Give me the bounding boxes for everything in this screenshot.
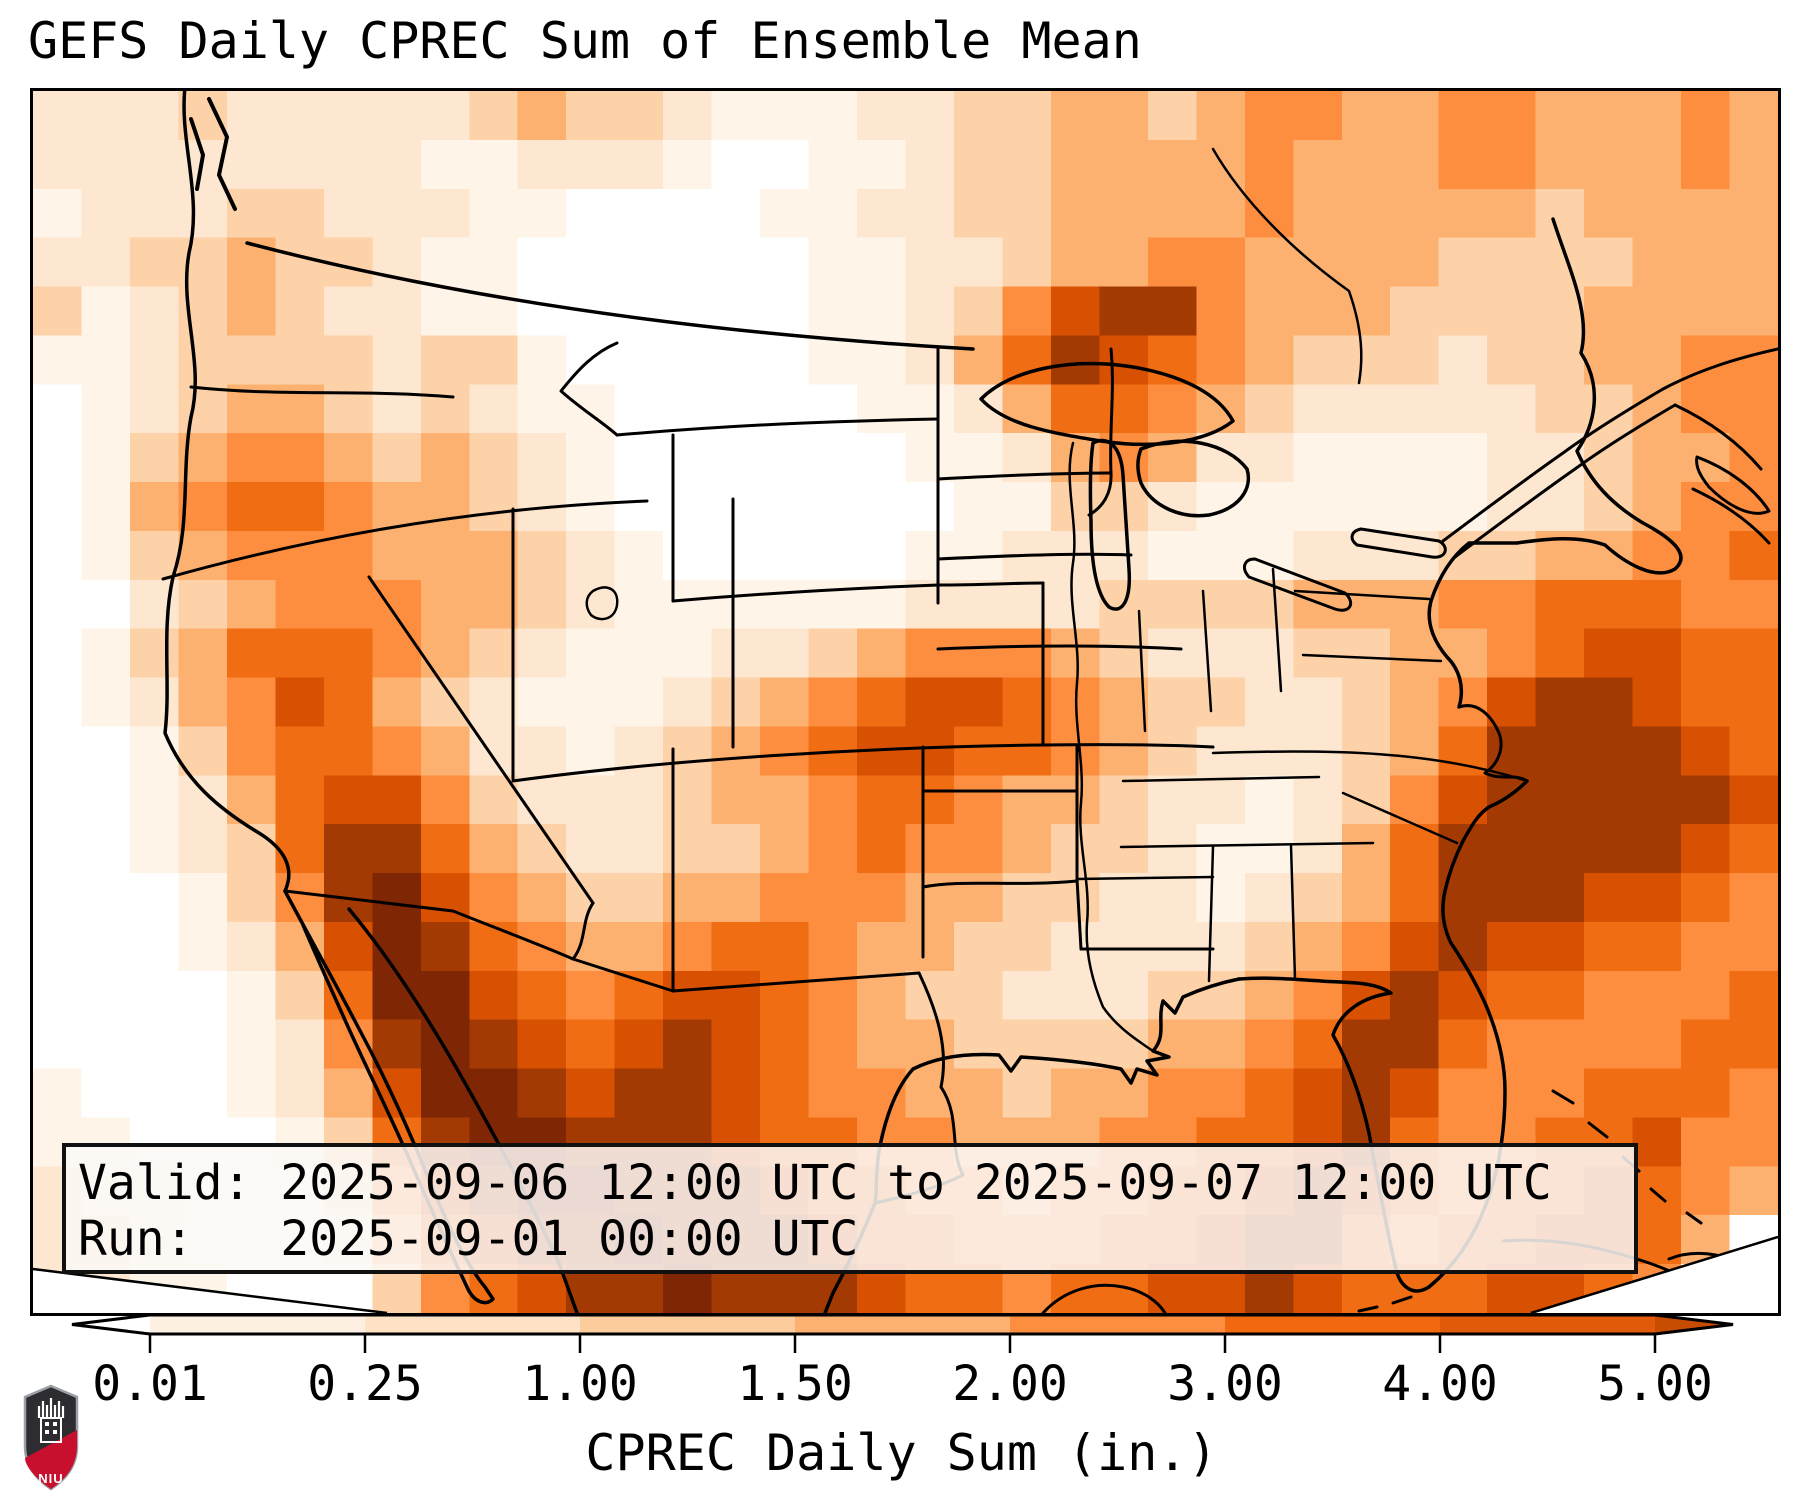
precip-map: [33, 91, 1778, 1313]
boundary-az-mexico-border: [571, 957, 921, 993]
boundary-ok-borders: [921, 745, 1079, 881]
colorbar-over-arrow: [1655, 1315, 1733, 1334]
colorbar-tick-label: 1.00: [522, 1356, 638, 1412]
colorbar-under-arrow: [72, 1315, 150, 1334]
boundary-va-nc-border: [1211, 750, 1529, 783]
boundary-ca-nv-border: [367, 575, 595, 905]
boundary-ky-tn-border: [1121, 775, 1321, 783]
boundary-mn-west-border: [1087, 347, 1114, 517]
boundary-nc-sc-border: [1341, 791, 1459, 845]
boundary-nova-scotia: [1695, 455, 1771, 515]
map-panel: [30, 88, 1781, 1316]
colorbar-tick-label: 5.00: [1597, 1356, 1713, 1412]
chart-title: GEFS Daily CPREC Sum of Ensemble Mean: [28, 12, 1142, 70]
boundary-southeast-coast: [1441, 779, 1529, 1005]
colorbar-tick-label: 0.01: [92, 1356, 208, 1412]
info-box: Valid: 2025-09-06 12:00 UTC to 2025-09-0…: [62, 1143, 1638, 1274]
colorbar-label: CPREC Daily Sum (in.): [585, 1424, 1218, 1482]
boundary-mt-south-border: [615, 417, 940, 437]
colorbar-tick-label: 4.00: [1382, 1356, 1498, 1412]
colorbar-tick-label: 2.00: [952, 1356, 1068, 1412]
boundary-ottawa-river: [1211, 147, 1363, 385]
boundary-wy-co-north-border: [671, 581, 1045, 603]
boundary-florida-keys: [1357, 1295, 1413, 1313]
colorbar-tick-label: 3.00: [1167, 1356, 1283, 1412]
boundary-lake-ontario: [1350, 527, 1447, 559]
boundary-northeast-coast: [1427, 217, 1683, 709]
boundary-canada-border: [245, 241, 975, 351]
boundary-red-river-border: [921, 879, 1079, 889]
boundary-chesapeake-coast: [1457, 704, 1529, 783]
boundary-lake-erie: [1242, 557, 1353, 612]
boundary-ms-al-border: [1207, 845, 1215, 983]
boundary-yucatan-coast: [1041, 1283, 1167, 1313]
projection-edge-southwest-edge: [33, 1267, 388, 1313]
boundary-wa-or-border: [189, 385, 455, 399]
boundary-lake-michigan: [1088, 438, 1132, 611]
boundary-lake-huron: [1136, 439, 1251, 518]
boundary-tx-ar-la-borders: [1075, 877, 1215, 951]
boundary-great-salt-lake: [585, 586, 619, 621]
castle-icon: [37, 1398, 65, 1443]
boundary-baja-peninsula: [283, 889, 495, 1305]
boundary-or-id-border: [559, 341, 619, 437]
boundary-pacific-coast: [163, 91, 291, 893]
boundary-gaspe-coast: [1661, 347, 1778, 545]
boundary-lake-superior: [979, 361, 1235, 447]
boundary-ca-mexico-border: [283, 889, 575, 961]
boundary-tn-south-border: [1119, 841, 1375, 849]
boundary-ne-ks-border: [936, 644, 1183, 651]
projection-edge-southeast-edge: [1530, 1235, 1778, 1313]
valid-range-text: Valid: 2025-09-06 12:00 UTC to 2025-09-0…: [78, 1155, 1552, 1211]
boundary-pa-md-border: [1301, 653, 1443, 663]
colorbar-tick-label: 0.25: [307, 1356, 423, 1412]
run-time-text: Run: 2025-09-01 00:00 UTC: [78, 1211, 859, 1267]
niu-logo: NIU: [23, 1384, 79, 1491]
boundary-vancouver-island: [189, 97, 237, 211]
boundary-lat42-border: [161, 499, 649, 581]
boundary-sd-ne-border: [936, 552, 1133, 561]
colorbar: 0.01 0.25 1.00 1.50 2.00 3.00 4.00 5.00: [71, 1313, 1734, 1412]
boundary-ca-az-border: [571, 901, 595, 961]
niu-shield-red-band: [25, 1430, 77, 1489]
boundary-mississippi-river: [1068, 441, 1155, 1053]
boundary-lat37-border: [511, 743, 1215, 783]
colorbar-tick-label: 1.50: [737, 1356, 853, 1412]
boundary-mo-ar-border: [1075, 875, 1215, 881]
colorbar-segments: [150, 1315, 1656, 1334]
boundary-ny-pa-border: [1293, 589, 1431, 601]
boundary-midwest-state-borders: [1137, 567, 1283, 733]
precip-grid: [33, 91, 1778, 1313]
boundary-al-ga-border: [1289, 843, 1297, 981]
boundary-nd-sd-border: [936, 471, 1113, 481]
boundary-st-lawrence-river: [1441, 387, 1677, 559]
niu-logo-text: NIU: [38, 1471, 63, 1486]
